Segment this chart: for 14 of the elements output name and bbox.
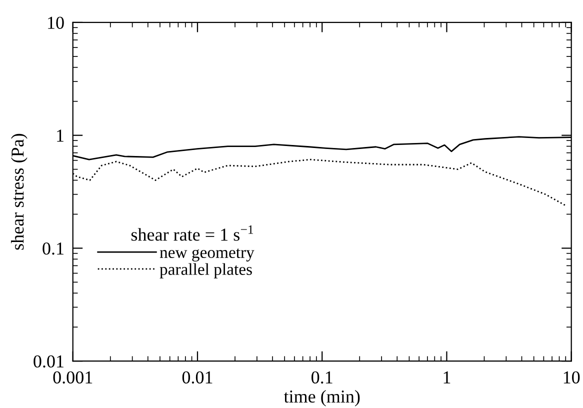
y-tick-label: 10 — [48, 16, 64, 29]
y-tick-label: 0.01 — [34, 355, 64, 368]
x-tick-label: 0.01 — [182, 371, 212, 384]
legend-label: parallel plates — [160, 263, 252, 278]
y-tick-label: 0.1 — [42, 242, 64, 255]
legend-title: shear rate = 1 s$^{−1}$ — [131, 225, 254, 241]
y-axis-title: shear stress (Pa) — [11, 134, 28, 250]
x-tick-label: 0.1 — [312, 371, 332, 384]
legend-label: new geometry — [160, 248, 254, 262]
x-tick-label: 0.001 — [53, 371, 92, 384]
x-tick-label: 10 — [564, 371, 580, 384]
y-tick-label: 1 — [57, 130, 64, 142]
x-tick-label: 1 — [444, 371, 450, 384]
x-axis-title: time (min) — [284, 390, 360, 406]
